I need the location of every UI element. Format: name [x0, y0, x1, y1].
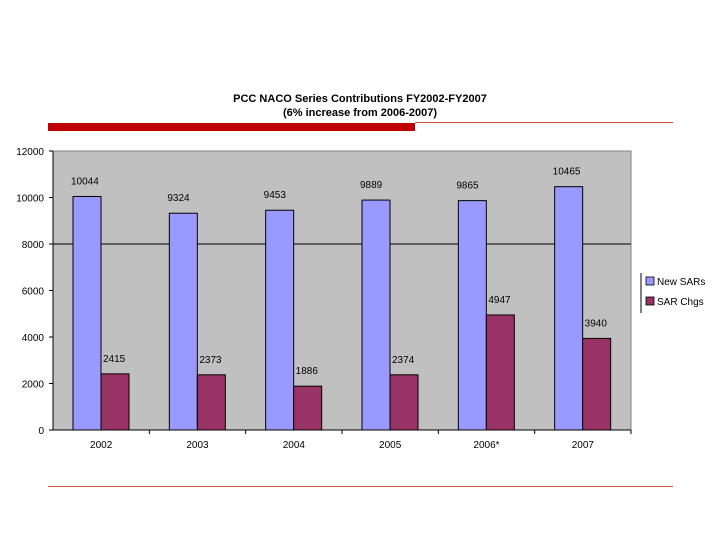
y-tick-label: 10000 [16, 194, 44, 205]
bar-sar-chgs [100, 373, 130, 431]
x-tick-label: 2006* [473, 440, 499, 451]
data-label: 9324 [167, 193, 190, 204]
data-label: 2373 [199, 355, 222, 366]
x-tick-label: 2004 [283, 440, 306, 451]
legend-swatch [645, 276, 655, 286]
data-label: 9865 [456, 181, 479, 192]
x-tick-label: 2005 [379, 440, 402, 451]
bar-sar-chgs [582, 337, 612, 431]
y-tick-label: 6000 [22, 287, 45, 298]
x-tick-label: 2003 [186, 440, 209, 451]
data-label: 10044 [71, 176, 99, 187]
data-label: 10465 [553, 167, 581, 178]
footer-divider-line [48, 486, 673, 487]
bar-new-sars [168, 212, 198, 431]
bar-new-sars [554, 186, 584, 431]
data-label: 3940 [585, 318, 608, 329]
chart-subtitle: (6% increase from 2006-2007) [282, 107, 438, 119]
title-divider-line [415, 122, 673, 123]
y-tick-label: 12000 [16, 147, 44, 158]
chart-title: PCC NACO Series Contributions FY2002-FY2… [233, 93, 487, 105]
chart-title-block: PCC NACO Series Contributions FY2002-FY2… [180, 92, 540, 120]
data-label: 9889 [360, 180, 383, 191]
data-label: 4947 [488, 295, 511, 306]
bar-new-sars [361, 199, 391, 431]
bar-sar-chgs [389, 374, 419, 431]
bar-sar-chgs [196, 374, 226, 431]
legend-swatch [645, 296, 655, 306]
bar-new-sars [457, 200, 487, 431]
bar-new-sars [72, 195, 102, 431]
bar-new-sars [265, 209, 295, 431]
data-label: 9453 [264, 190, 287, 201]
title-accent-bar [48, 123, 415, 131]
bar-sar-chgs [293, 385, 323, 431]
x-tick-label: 2002 [90, 440, 113, 451]
y-tick-label: 0 [38, 426, 44, 437]
legend-label: New SARs [657, 277, 705, 288]
y-tick-label: 4000 [22, 333, 45, 344]
legend-label: SAR Chgs [657, 297, 704, 308]
x-tick-label: 2007 [572, 440, 595, 451]
data-label: 1886 [296, 366, 319, 377]
bar-sar-chgs [485, 314, 515, 431]
data-label: 2374 [392, 355, 415, 366]
plot-area [52, 150, 632, 431]
y-tick-label: 8000 [22, 240, 45, 251]
data-label: 2415 [103, 354, 126, 365]
y-tick-label: 2000 [22, 380, 45, 391]
